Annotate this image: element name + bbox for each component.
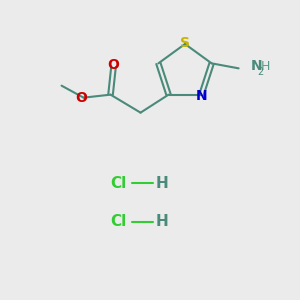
Text: O: O [76,91,88,105]
Text: N: N [250,59,262,73]
Text: O: O [108,58,119,72]
Text: N: N [196,89,207,103]
Text: 2: 2 [258,67,264,77]
Text: Cl: Cl [110,176,126,190]
Text: H: H [156,176,168,190]
Text: H: H [156,214,168,230]
Text: H: H [261,60,270,73]
Text: Cl: Cl [110,214,126,230]
Text: S: S [180,36,190,50]
